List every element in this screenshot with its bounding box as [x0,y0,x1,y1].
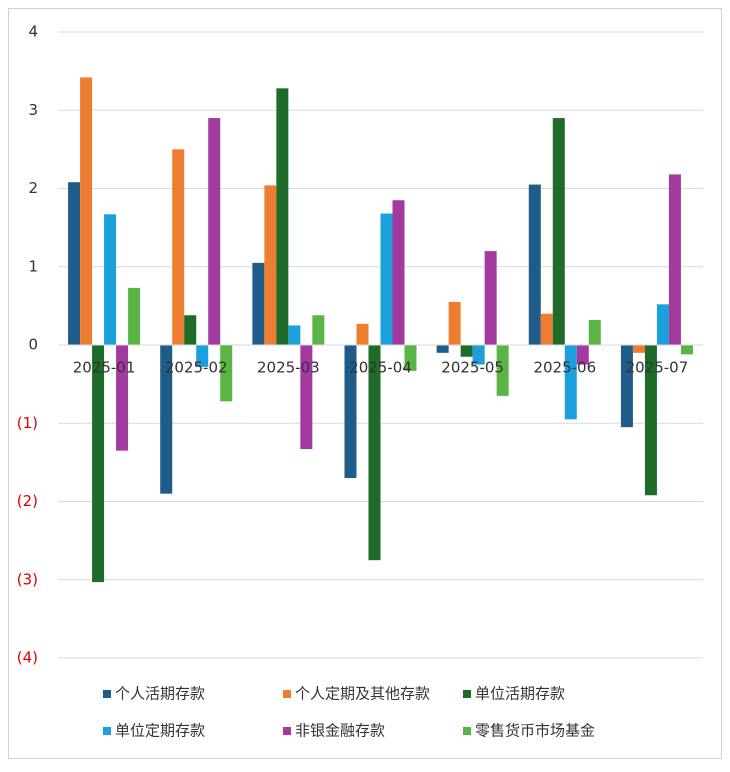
bar [404,345,417,371]
bar [380,213,393,345]
y-tick-label: 4 [28,23,38,41]
bar [368,345,381,561]
bar [252,262,265,345]
legend-swatch [463,727,471,735]
bar [472,345,485,365]
y-tick-label: (3) [17,570,38,588]
legend-swatch [103,727,111,735]
x-tick-label: 2025-07 [626,359,689,377]
legend-label: 非银金融存款 [295,722,385,740]
bar [448,301,461,345]
bar [552,118,565,345]
y-tick-label: (2) [17,492,38,510]
legend-label: 零售货币市场基金 [475,722,595,740]
y-tick-label: (4) [17,649,38,667]
bar [356,323,369,345]
bar [128,287,141,345]
bar [300,345,313,450]
legend-swatch [463,690,471,698]
bar [288,325,301,345]
bar [264,185,277,345]
x-tick-label: 2025-03 [257,359,320,377]
bar [576,345,589,365]
bar [68,182,81,345]
bar [220,345,233,402]
legend-label: 个人活期存款 [115,685,205,703]
bar [344,345,357,479]
bar [196,345,209,367]
bar [620,345,633,428]
bar [92,345,105,583]
y-tick-label: 3 [28,101,38,119]
x-tick-label: 2025-01 [73,359,136,377]
bar [484,251,497,345]
x-tick-label: 2025-05 [441,359,504,377]
bar [312,315,325,345]
x-tick-label: 2025-02 [165,359,228,377]
bar [632,345,645,353]
bar [680,345,693,355]
bar [656,304,669,345]
bar [208,118,221,345]
bar [668,174,681,345]
legend-label: 个人定期及其他存款 [295,685,430,703]
bar [644,345,657,496]
bar [116,345,129,451]
bar [392,200,405,345]
x-tick-label: 2025-04 [349,359,412,377]
y-tick-label: (1) [17,414,38,432]
legend-swatch [283,727,291,735]
bar [276,88,289,345]
legend-label: 单位定期存款 [115,722,205,740]
y-tick-label: 2 [28,179,38,197]
y-tick-label: 0 [28,336,38,354]
chart-border [8,8,722,759]
bar [540,313,553,345]
bar [436,345,449,353]
bar [184,315,197,345]
y-tick-label: 1 [28,257,38,275]
legend-swatch [103,690,111,698]
bar [104,214,117,345]
bar [80,77,93,345]
bar [460,345,473,357]
bar [496,345,509,396]
legend-swatch [283,690,291,698]
bar [528,184,541,345]
bar [564,345,577,420]
x-tick-label: 2025-06 [533,359,596,377]
bar [160,345,173,494]
legend-label: 单位活期存款 [475,685,565,703]
bar [172,149,185,345]
bar [588,319,601,345]
